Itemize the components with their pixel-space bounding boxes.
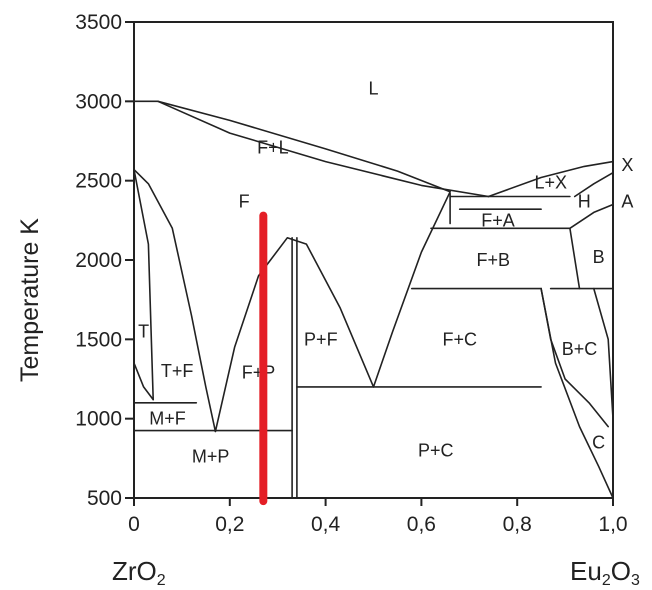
phase-boundary-25 [593,287,614,420]
y-tick-label: 1500 [75,328,122,351]
x-tick-label: 0,2 [215,513,244,536]
phase-boundaries [133,100,614,499]
region-label: A [621,191,633,211]
phase-boundary-3 [487,160,614,198]
phase-boundary-7 [133,362,154,401]
phase-boundary-23 [569,203,614,230]
region-label: F+C [442,329,477,349]
phase-boundary-5 [214,237,375,433]
region-label: B [593,247,605,267]
y-tick-label: 3500 [75,11,122,34]
region-label: F [239,191,250,211]
phase-boundary-24 [573,171,614,198]
phase-boundary-12 [372,191,451,388]
phase-boundary-6 [133,168,154,401]
region-label: L+X [534,172,567,192]
x-tick-label: 0 [128,513,140,536]
phase-boundary-20 [569,227,581,290]
region-label: F+B [476,250,510,270]
right-endpoint-label: Eu2O3 [570,556,640,585]
x-tick-label: 0,4 [311,513,341,536]
x-tick-label: 0,8 [503,513,532,536]
region-label: F+P [242,363,276,383]
phase-boundary-4 [133,168,217,433]
region-label: P+F [304,329,338,349]
y-tick-label: 1000 [75,408,122,431]
region-label: P+C [418,440,454,460]
phase-boundary-1 [133,100,490,198]
y-tick-label: 2000 [75,249,122,272]
x-tick-label: 0,6 [407,513,436,536]
tick-labels: 500 1000 1500 2000 2500 3000 3500 0 0,2 0,4 0,6 0,8… [75,11,627,536]
region-label: B+C [562,339,598,359]
x-tick-label: 1,0 [598,513,627,536]
region-label: T+F [161,361,194,381]
region-label: H [578,191,591,211]
region-label: M+F [149,409,186,429]
left-endpoint-label: ZrO2 [112,556,166,585]
y-axis-label: Temperature K [16,218,44,382]
region-label: F+A [481,210,515,230]
y-tick-label: 3000 [75,90,122,113]
region-label: X [621,155,633,175]
y-tick-label: 2500 [75,170,122,193]
region-label: L [368,79,378,99]
region-label: C [592,432,605,452]
phase-boundary-22 [540,287,614,499]
y-tick-label: 500 [87,487,122,510]
region-labels: L F+L F T T+F F+P M+F M+P P+F F+C P+C F+B F+A L+X H B B+… [138,79,633,467]
region-label: M+P [192,447,230,467]
region-label: T [138,321,149,341]
region-label: F+L [257,137,289,157]
phase-boundary-2 [157,100,451,193]
axes [125,21,614,506]
